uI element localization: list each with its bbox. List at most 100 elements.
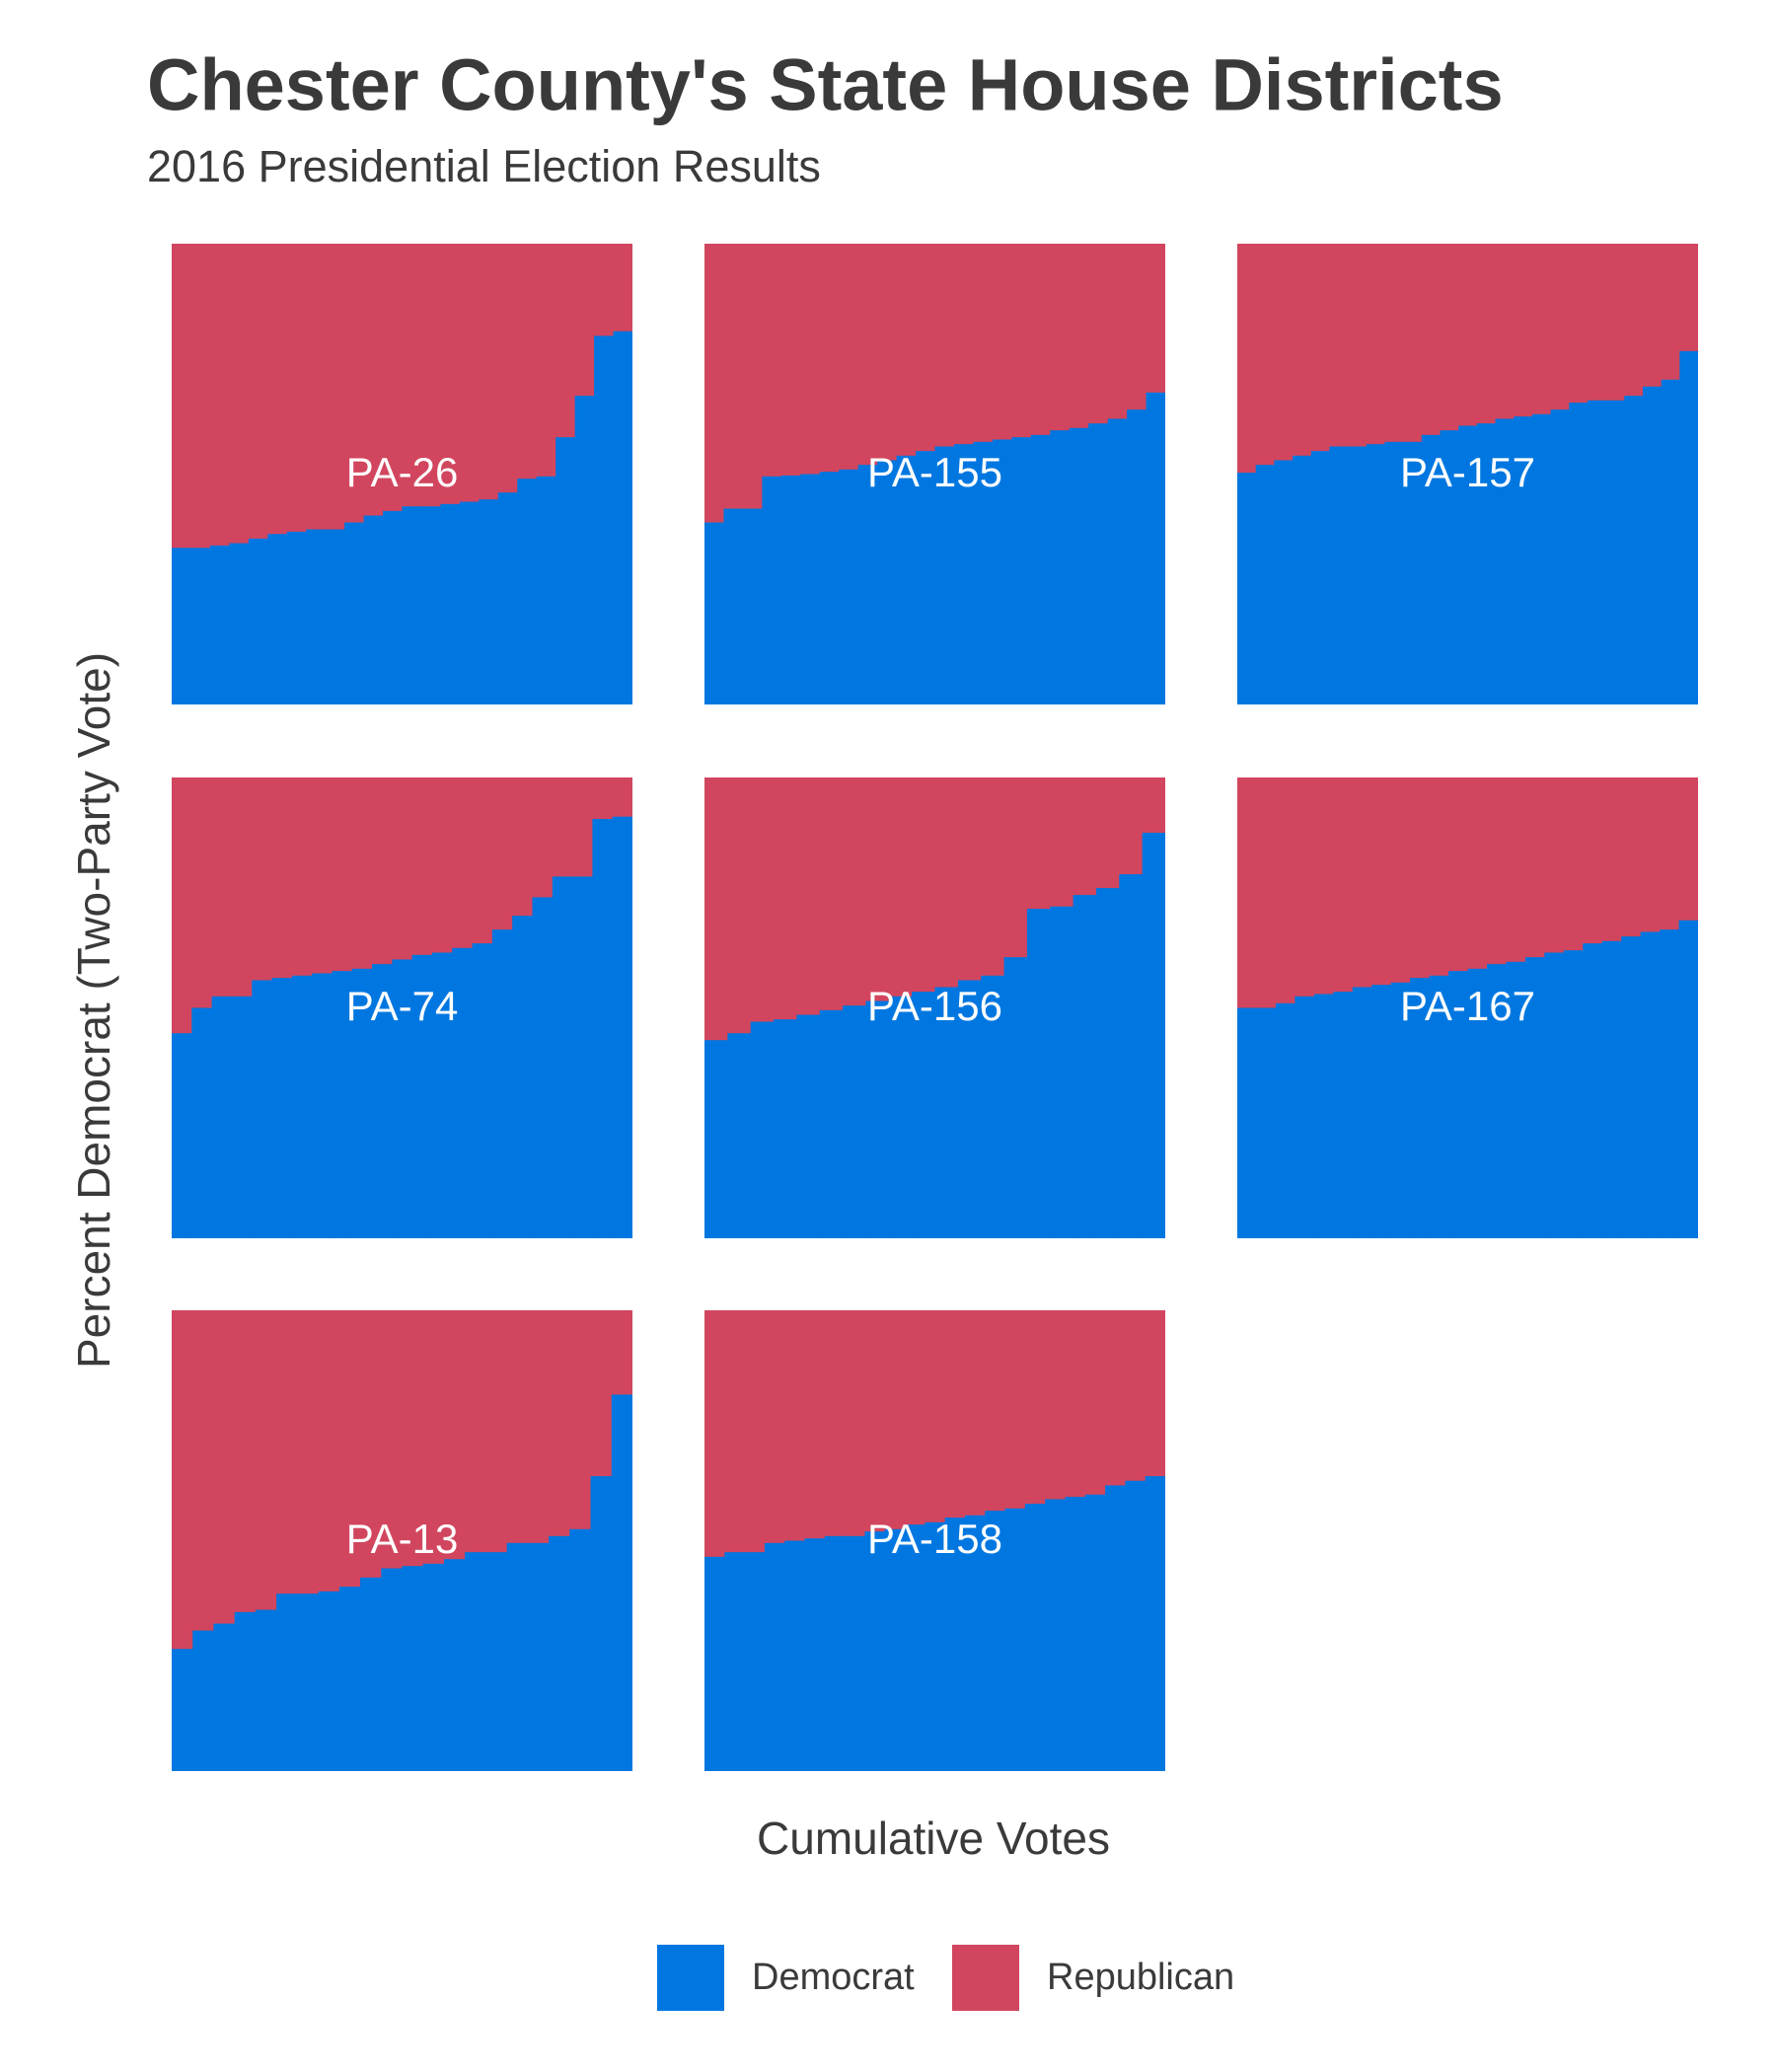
step-bar <box>912 992 936 1238</box>
step-bar <box>1486 964 1508 1238</box>
step-bar <box>796 1014 821 1238</box>
step-bar <box>213 1623 236 1771</box>
step-bar <box>291 975 313 1238</box>
step-bar <box>1448 971 1469 1238</box>
legend-key <box>657 1945 724 2011</box>
step-bar <box>1569 403 1589 704</box>
step-bar <box>1583 943 1603 1238</box>
step-bar <box>172 1649 193 1771</box>
panel-label: PA-157 <box>1400 449 1535 495</box>
step-bar <box>1125 1480 1147 1771</box>
step-bar <box>1660 929 1680 1238</box>
step-bar <box>372 964 393 1238</box>
step-bar <box>845 1535 866 1771</box>
step-bar <box>724 1552 746 1771</box>
step-bar <box>1069 427 1089 704</box>
legend-label: Democrat <box>752 1957 915 1998</box>
step-bar <box>574 396 595 704</box>
step-bar <box>934 446 955 704</box>
panel-label: PA-26 <box>346 449 459 495</box>
step-bar <box>1237 473 1257 704</box>
step-bar <box>925 1521 946 1771</box>
step-bar <box>1403 441 1423 704</box>
step-bar <box>1026 909 1051 1238</box>
step-bar <box>248 538 268 704</box>
step-bar <box>1329 446 1349 704</box>
step-bar <box>234 1611 257 1771</box>
panel: PA-167 <box>1237 777 1698 1238</box>
step-bar <box>549 1535 570 1771</box>
step-bar <box>572 876 593 1238</box>
step-bar <box>1366 444 1386 704</box>
step-bar <box>888 996 913 1238</box>
step-bar <box>297 1593 320 1771</box>
step-bar <box>762 476 782 704</box>
step-bar <box>750 1021 775 1238</box>
step-bar <box>1495 418 1515 704</box>
step-bar <box>1256 1007 1277 1238</box>
step-bar <box>864 1531 886 1771</box>
step-bar <box>1601 940 1622 1238</box>
step-bar <box>857 465 878 704</box>
step-bar <box>964 1515 986 1771</box>
step-bar <box>506 1542 529 1771</box>
step-bar <box>877 460 898 704</box>
step-bar <box>973 441 994 704</box>
step-bar <box>517 479 538 704</box>
step-bar <box>1119 874 1144 1238</box>
panel: PA-26 <box>172 244 632 704</box>
legend-label: Republican <box>1047 1957 1234 1998</box>
x-axis-label: Cumulative Votes <box>757 1813 1110 1864</box>
step-bar <box>1384 441 1404 704</box>
step-bar <box>276 1593 298 1771</box>
step-bar <box>896 455 917 704</box>
legend-key <box>952 1945 1019 2011</box>
step-bar <box>229 543 250 704</box>
step-bar <box>1274 460 1294 704</box>
panel-label: PA-74 <box>346 983 459 1029</box>
step-bar <box>420 506 442 704</box>
step-bar <box>1050 430 1071 704</box>
step-bar <box>325 529 345 704</box>
step-bar <box>1621 936 1642 1238</box>
step-bar <box>1333 992 1354 1238</box>
step-bar <box>590 1476 613 1771</box>
step-bar <box>497 492 518 704</box>
step-bar <box>1024 1504 1046 1771</box>
panel: PA-157 <box>1237 244 1698 704</box>
step-bar <box>704 1040 728 1238</box>
step-bar <box>843 1005 867 1238</box>
y-axis-label: Percent Democrat (Two-Party Vote) <box>68 652 119 1369</box>
step-bar <box>491 929 513 1238</box>
panel-label: PA-155 <box>867 449 1002 495</box>
step-bar <box>992 439 1012 704</box>
step-bar <box>1640 931 1661 1238</box>
step-bar <box>271 978 293 1238</box>
step-bar <box>839 469 859 704</box>
step-bar <box>1348 446 1368 704</box>
step-bar <box>1661 379 1680 704</box>
step-bar <box>824 1535 846 1771</box>
step-bar <box>1678 920 1698 1238</box>
step-bar <box>191 1007 213 1238</box>
step-bar <box>1371 985 1392 1238</box>
step-bar <box>1295 996 1315 1238</box>
step-bar <box>552 876 573 1238</box>
step-bar <box>723 508 744 704</box>
chart-title: Chester County's State House Districts <box>147 44 1504 126</box>
step-bar <box>1145 1476 1165 1771</box>
step-bar <box>1084 1494 1106 1771</box>
panel: PA-158 <box>704 1310 1165 1771</box>
step-bar <box>381 1568 404 1771</box>
step-bar <box>1004 1508 1026 1771</box>
panel-label: PA-167 <box>1400 983 1535 1029</box>
step-bar <box>465 1552 487 1771</box>
step-bar <box>727 1033 752 1238</box>
step-bar <box>555 437 576 704</box>
step-bar <box>1045 1499 1067 1771</box>
step-bar <box>1390 982 1411 1238</box>
step-bar <box>944 1517 966 1771</box>
step-bar <box>744 1552 766 1771</box>
step-bar <box>440 503 461 704</box>
step-bar <box>780 475 801 704</box>
